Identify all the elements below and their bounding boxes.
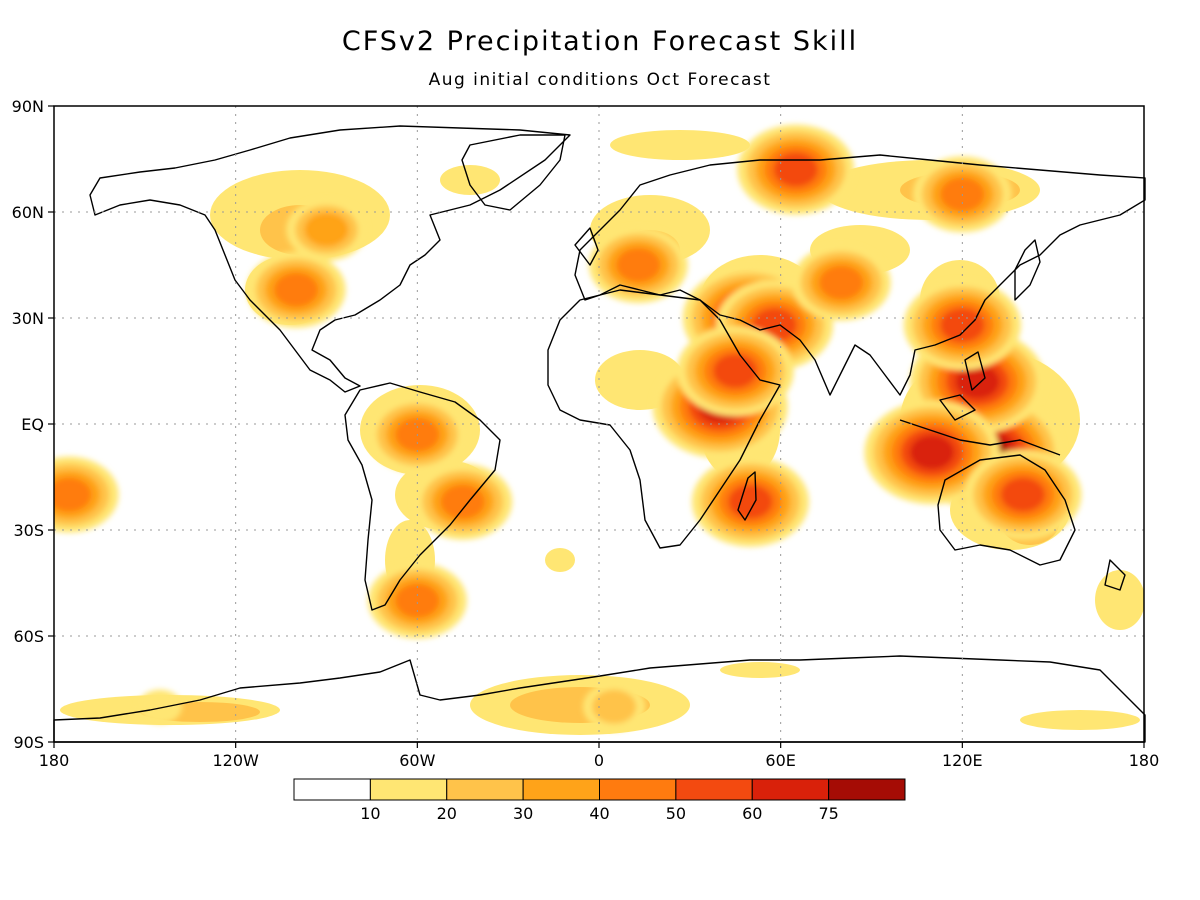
x-tick-label: 0 [594,751,604,770]
coastline-madagascar [737,471,757,521]
y-tick-label: 90N [12,97,44,116]
skill-regions [54,124,1082,731]
skill-region-16-level-40 [274,272,319,307]
map-subtitle: Aug initial conditions Oct Forecast [428,70,772,90]
skill-region-1-level-60 [955,364,1000,399]
coastline-greenland [461,134,566,211]
colorbar-label: 20 [437,804,457,823]
skill-region-13-level-40 [616,248,661,282]
x-tick-label: 120E [942,751,983,770]
colorbar-swatch [293,778,371,801]
skill-region-15-level-40 [440,484,485,519]
colorbar-label: 40 [589,804,609,823]
colorbar-label: 60 [742,804,762,823]
skill-region-8-level-50 [713,354,758,388]
skill-region-3-level-50 [1000,477,1045,512]
colorbar-label: 75 [818,804,838,823]
skill-region-2-level-60 [909,435,955,470]
coastline-uk [574,227,599,266]
skill-region-20-level-20 [592,689,637,724]
map-title: CFSv2 Precipitation Forecast Skill [341,26,859,57]
coastline-japan [1014,239,1041,301]
skill-region-18-level-40 [395,583,440,618]
colorbar-swatch [828,778,906,801]
y-tick-label: 60S [13,627,44,646]
y-axis: 90N 60N 30N EQ 30S 60S 90S [12,97,54,752]
colorbar-label: 30 [513,804,533,823]
colorbar-swatch [446,778,524,801]
coastline-australia [937,454,1076,566]
coastline-africa [547,289,781,549]
y-tick-label: 30N [12,309,44,328]
skill-region-19-level-40 [54,477,92,512]
coastline-antarctica [53,655,1146,743]
colorbar-label: 10 [360,804,380,823]
coastline-south-america [344,382,501,611]
y-tick-label: 60N [12,203,44,222]
skill-region-17-level-30 [304,212,349,247]
x-axis: 180 120W 60W 0 60E 120E 180 [39,742,1160,770]
skill-region-4-level-50 [940,308,985,343]
coastline-eurasia [574,154,1146,396]
colorbar-swatch [751,778,830,801]
colorbar-swatch [369,778,448,801]
x-tick-label: 180 [1129,751,1160,770]
skill-region-12-level-40 [819,265,864,300]
colorbar-swatch [675,778,753,801]
colorbar-label: 50 [666,804,686,823]
colorbar: 10 20 30 40 50 60 75 [293,778,906,823]
x-tick-label: 60W [399,751,435,770]
coastline-new-zealand [1104,559,1126,591]
gridlines [54,106,1144,742]
skill-region-10-level-50 [773,152,818,187]
coastlines [53,125,1146,743]
x-tick-label: 60E [765,751,795,770]
colorbar-swatch [599,778,677,801]
colorbar-swatch [522,778,600,801]
x-tick-label: 180 [39,751,70,770]
skill-field [54,124,1144,735]
skill-region-9-level-50 [728,484,773,519]
coastline-north-america [89,125,571,393]
y-tick-label: 90S [13,733,44,752]
skill-region-21-level-10 [137,689,183,724]
coastline-indonesia [899,351,1061,456]
y-tick-label: EQ [21,415,44,434]
x-tick-label: 120W [212,751,259,770]
y-tick-label: 30S [13,521,44,540]
